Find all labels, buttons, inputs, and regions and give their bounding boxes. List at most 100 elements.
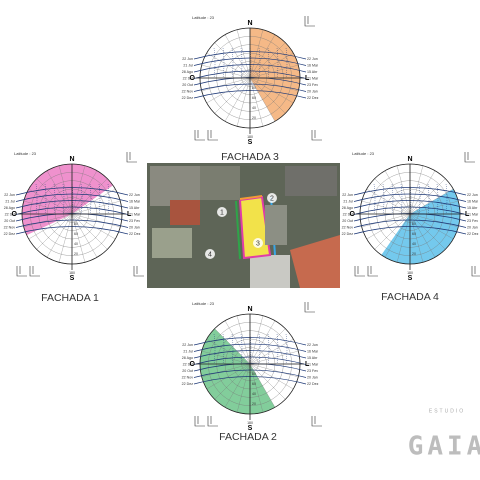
azimuth-line xyxy=(206,363,251,390)
logo-big: GAIA xyxy=(408,432,480,462)
hour-line xyxy=(240,333,243,365)
date-right: 22 Jun xyxy=(307,57,318,61)
date-right: 15 Abr xyxy=(307,356,318,360)
date-right: 23 Fev xyxy=(307,83,318,87)
window-icon xyxy=(207,416,218,427)
azimuth-line xyxy=(249,363,264,413)
hour-line xyxy=(222,333,225,365)
altitude-label: 180 xyxy=(407,271,413,275)
date-right: 21 Mar xyxy=(307,76,319,80)
altitude-label: 180 xyxy=(69,271,75,275)
date-left: 20 Out xyxy=(342,219,353,223)
hour-line xyxy=(276,333,279,365)
date-left: 20 Out xyxy=(4,219,15,223)
date-left: 20 Out xyxy=(182,369,193,373)
azimuth-line xyxy=(249,42,286,79)
hour-line xyxy=(285,333,288,365)
date-right: 15 Abr xyxy=(307,70,318,74)
altitude-label: 80 xyxy=(252,372,256,376)
azimuth-line xyxy=(71,213,86,263)
altitude-label: 60 xyxy=(252,96,256,100)
west-label: O xyxy=(350,211,356,218)
shaded-sector xyxy=(22,164,113,236)
altitude-label: 60 xyxy=(74,232,78,236)
azimuth-line xyxy=(249,315,264,365)
hour-line xyxy=(44,183,47,215)
azimuth-line xyxy=(396,165,411,215)
hour-line xyxy=(80,183,83,215)
altitude-label: 20 xyxy=(252,402,256,406)
date-left: 22 Set xyxy=(343,212,353,216)
hour-line xyxy=(258,333,261,365)
date-right: 15 Abr xyxy=(129,206,140,210)
altitude-label: 20 xyxy=(412,252,416,256)
date-left: 20 Out xyxy=(182,83,193,87)
aerial-map xyxy=(147,163,340,288)
date-left: 22 Jun xyxy=(4,193,15,197)
azimuth-line xyxy=(249,77,264,127)
hour-line xyxy=(427,183,430,215)
map-marker xyxy=(217,207,227,217)
date-left: 22 Dez xyxy=(342,232,354,236)
map-label: 2 xyxy=(270,195,274,202)
solar-chart: 22 Jun 22 Jun 21 Jul 16 Mai 28 Ago 15 Abr 22 S… xyxy=(342,151,480,282)
azimuth-line xyxy=(201,64,251,79)
west-label: O xyxy=(190,361,196,368)
south-label: S xyxy=(408,275,413,282)
azimuth-line xyxy=(71,178,108,215)
hour-line xyxy=(418,183,421,215)
date-right: 20 Jan xyxy=(467,225,478,229)
azimuth-line xyxy=(249,77,276,122)
azimuth-line xyxy=(236,363,251,413)
west-label: O xyxy=(190,75,196,82)
azimuth-line xyxy=(409,165,424,215)
date-right: 16 Mai xyxy=(129,199,140,203)
logo-small: ESTUDIO xyxy=(429,408,465,414)
date-right: 22 Dez xyxy=(307,96,319,100)
azimuth-line xyxy=(249,64,299,79)
south-label: S xyxy=(70,275,75,282)
solar-chart: 22 Jun 22 Jun 21 Jul 16 Mai 28 Ago 15 Abr 22 S… xyxy=(182,15,322,146)
date-right: 20 Jan xyxy=(129,225,140,229)
azimuth-line xyxy=(46,213,73,258)
hour-line xyxy=(89,183,92,215)
east-label: L xyxy=(127,211,132,218)
window-icon xyxy=(304,16,315,27)
date-right: 22 Jun xyxy=(129,193,140,197)
date-right: 16 Mai xyxy=(467,199,478,203)
azimuth-line xyxy=(28,213,73,240)
window-icon xyxy=(16,266,27,277)
azimuth-line xyxy=(23,200,73,215)
date-left: 22 Nov xyxy=(182,89,194,93)
date-right: 22 Jun xyxy=(467,193,478,197)
azimuth-line xyxy=(249,328,286,365)
hour-line xyxy=(62,183,65,215)
hour-line xyxy=(213,47,216,79)
window-icon xyxy=(304,302,315,313)
window-icon xyxy=(194,130,205,141)
window-icon xyxy=(207,130,218,141)
altitude-label: 80 xyxy=(252,86,256,90)
north-label: N xyxy=(247,306,252,313)
south-label: S xyxy=(248,139,253,146)
latitude: Latitude : 23 xyxy=(192,15,215,20)
date-left: 21 Jul xyxy=(183,63,193,67)
hour-line xyxy=(107,183,110,215)
date-right: 21 Mar xyxy=(467,212,479,216)
azimuth-line xyxy=(71,213,116,240)
altitude-label: 20 xyxy=(252,116,256,120)
date-left: 22 Nov xyxy=(4,225,16,229)
date-left: 22 Jun xyxy=(182,343,193,347)
azimuth-line xyxy=(361,200,411,215)
date-right: 20 Jan xyxy=(307,375,318,379)
altitude-label: 40 xyxy=(74,242,78,246)
window-icon xyxy=(29,266,40,277)
window-icon xyxy=(194,416,205,427)
azimuth-line xyxy=(409,213,424,263)
azimuth-line xyxy=(58,213,73,263)
azimuth-line xyxy=(249,363,276,408)
facade-label: FACHADA 3 xyxy=(221,151,279,163)
date-right: 16 Mai xyxy=(307,349,318,353)
latitude: Latitude : 23 xyxy=(192,301,215,306)
